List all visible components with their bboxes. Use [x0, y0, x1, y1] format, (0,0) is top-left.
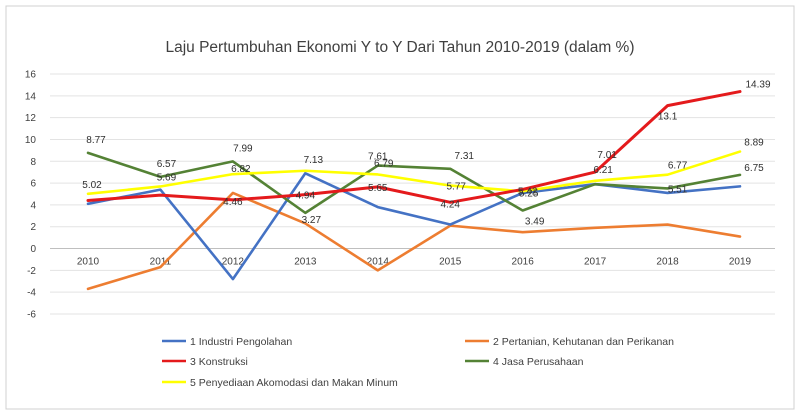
legend-label: 4 Jasa Perusahaan [493, 356, 584, 368]
x-tick-label: 2016 [512, 257, 535, 268]
legend-label: 1 Industri Pengolahan [190, 336, 292, 348]
chart-border [6, 6, 794, 409]
data-label: 5.77 [446, 182, 466, 193]
y-tick-label: -4 [27, 288, 36, 299]
data-label: 6.79 [374, 158, 394, 169]
data-label: 4.94 [296, 191, 316, 202]
y-tick-label: 6 [30, 179, 36, 190]
x-tick-label: 2015 [439, 257, 462, 268]
data-label: 14.39 [745, 80, 770, 91]
data-label: 5.25 [519, 188, 539, 199]
chart-title: Laju Pertumbuhan Ekonomi Y to Y Dari Tah… [165, 39, 634, 56]
data-label: 7.13 [304, 155, 324, 166]
data-label: 5.65 [368, 183, 388, 194]
data-label: 5.69 [157, 172, 177, 183]
legend-label: 2 Pertanian, Kehutanan dan Perikanan [493, 336, 674, 348]
x-tick-label: 2019 [729, 257, 752, 268]
x-tick-label: 2018 [656, 257, 679, 268]
data-label: 4.46 [223, 197, 243, 208]
data-label: 8.89 [744, 138, 764, 149]
data-label: 3.49 [525, 216, 545, 227]
y-tick-label: 4 [30, 200, 36, 211]
y-tick-label: -2 [27, 266, 36, 277]
y-tick-label: 8 [30, 157, 36, 168]
legend-label: 5 Penyediaan Akomodasi dan Makan Minum [190, 377, 398, 389]
y-tick-label: 10 [25, 135, 37, 146]
data-label: 7.31 [454, 151, 474, 162]
legend-label: 3 Konstruksi [190, 356, 248, 368]
x-tick-label: 2013 [294, 257, 317, 268]
data-label: 5.51 [668, 184, 688, 195]
y-tick-label: 16 [25, 70, 37, 81]
y-tick-label: 12 [25, 113, 37, 124]
y-tick-label: 14 [25, 91, 37, 102]
data-label: 7.99 [233, 143, 253, 154]
y-tick-label: 2 [30, 222, 36, 233]
data-label: 5.02 [82, 180, 102, 191]
data-label: 13.1 [658, 112, 678, 123]
data-label: 3.27 [302, 215, 322, 226]
data-label: 6.57 [157, 159, 177, 170]
data-label: 4.24 [440, 199, 460, 210]
x-tick-label: 2017 [584, 257, 607, 268]
data-label: 6.75 [744, 163, 764, 174]
data-label: 6.21 [593, 165, 613, 176]
data-label: 8.77 [86, 135, 106, 146]
y-tick-label: 0 [30, 244, 36, 255]
data-label: 6.77 [668, 161, 688, 172]
data-label: 6.82 [231, 164, 251, 175]
data-label: 7.01 [597, 150, 617, 161]
y-tick-label: -6 [27, 310, 36, 321]
x-tick-label: 2010 [77, 257, 100, 268]
